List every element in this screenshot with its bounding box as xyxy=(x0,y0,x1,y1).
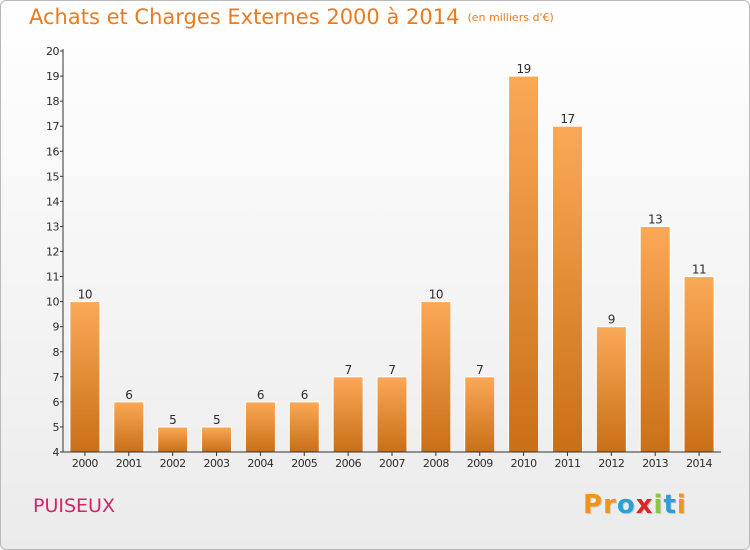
y-tick-label-9: 9 xyxy=(53,321,60,334)
y-tick-label-13: 13 xyxy=(46,220,59,233)
bar-2005 xyxy=(288,401,320,453)
value-label-2014: 11 xyxy=(692,263,706,277)
x-tick-label-2000: 2000 xyxy=(72,457,98,470)
chart-title-text: Achats et Charges Externes 2000 à 2014 xyxy=(29,5,460,29)
y-tick-label-5: 5 xyxy=(53,421,60,434)
value-label-2010: 19 xyxy=(516,62,530,76)
x-tick-label-2006: 2006 xyxy=(335,457,361,470)
x-tick-label-2010: 2010 xyxy=(511,457,537,470)
bar-2010 xyxy=(508,75,540,453)
y-tick-label-6: 6 xyxy=(53,396,60,409)
y-tick-label-4: 4 xyxy=(53,446,60,459)
bar-2007 xyxy=(376,376,408,453)
y-tick-label-16: 16 xyxy=(46,145,59,158)
place-name: PUISEUX xyxy=(33,495,115,517)
x-tick-label-2011: 2011 xyxy=(554,457,580,470)
bar-2000 xyxy=(69,301,101,453)
x-tick-label-2002: 2002 xyxy=(160,457,186,470)
y-tick-label-8: 8 xyxy=(53,346,60,359)
y-tick-label-7: 7 xyxy=(53,371,60,384)
bar-2006 xyxy=(332,376,364,453)
y-tick-label-15: 15 xyxy=(46,170,59,183)
bar-2009 xyxy=(464,376,496,453)
value-label-2002: 5 xyxy=(169,413,176,427)
y-tick-label-19: 19 xyxy=(46,70,59,83)
value-label-2003: 5 xyxy=(213,413,220,427)
value-label-2011: 17 xyxy=(560,112,574,126)
bar-2014 xyxy=(683,276,715,453)
y-tick-label-17: 17 xyxy=(46,120,59,133)
x-tick-label-2004: 2004 xyxy=(247,457,273,470)
x-tick-label-2001: 2001 xyxy=(116,457,142,470)
value-label-2013: 13 xyxy=(648,212,662,226)
bar-2012 xyxy=(595,326,627,453)
value-label-2012: 9 xyxy=(608,313,615,327)
bar-2008 xyxy=(420,301,452,453)
chart-unit-label: (en milliers d'€) xyxy=(467,11,554,24)
y-tick-label-14: 14 xyxy=(46,195,59,208)
value-label-2000: 10 xyxy=(78,288,92,302)
x-tick-label-2007: 2007 xyxy=(379,457,405,470)
value-label-2007: 7 xyxy=(388,363,395,377)
x-tick-label-2005: 2005 xyxy=(291,457,317,470)
value-label-2008: 10 xyxy=(429,288,443,302)
bar-2001 xyxy=(113,401,145,453)
bar-2003 xyxy=(201,426,233,453)
chart-title: Achats et Charges Externes 2000 à 2014 (e… xyxy=(29,5,554,29)
y-tick-label-12: 12 xyxy=(46,246,59,259)
y-tick-label-18: 18 xyxy=(46,95,59,108)
bar-2013 xyxy=(639,225,671,453)
y-tick-label-20: 20 xyxy=(46,45,59,58)
bar-2004 xyxy=(244,401,276,453)
x-tick-label-2013: 2013 xyxy=(642,457,668,470)
x-tick-label-2003: 2003 xyxy=(204,457,230,470)
proxiti-logo: Proxiti xyxy=(583,490,687,520)
value-label-2009: 7 xyxy=(476,363,483,377)
value-label-2005: 6 xyxy=(301,388,308,402)
x-tick-label-2009: 2009 xyxy=(467,457,493,470)
value-label-2001: 6 xyxy=(125,388,132,402)
bar-2002 xyxy=(157,426,189,453)
value-label-2006: 7 xyxy=(345,363,352,377)
x-tick-label-2008: 2008 xyxy=(423,457,449,470)
y-tick-label-11: 11 xyxy=(46,271,59,284)
bar-2011 xyxy=(551,125,583,453)
x-tick-label-2014: 2014 xyxy=(686,457,712,470)
value-label-2004: 6 xyxy=(257,388,264,402)
y-tick-label-10: 10 xyxy=(46,296,59,309)
x-tick-label-2012: 2012 xyxy=(598,457,624,470)
